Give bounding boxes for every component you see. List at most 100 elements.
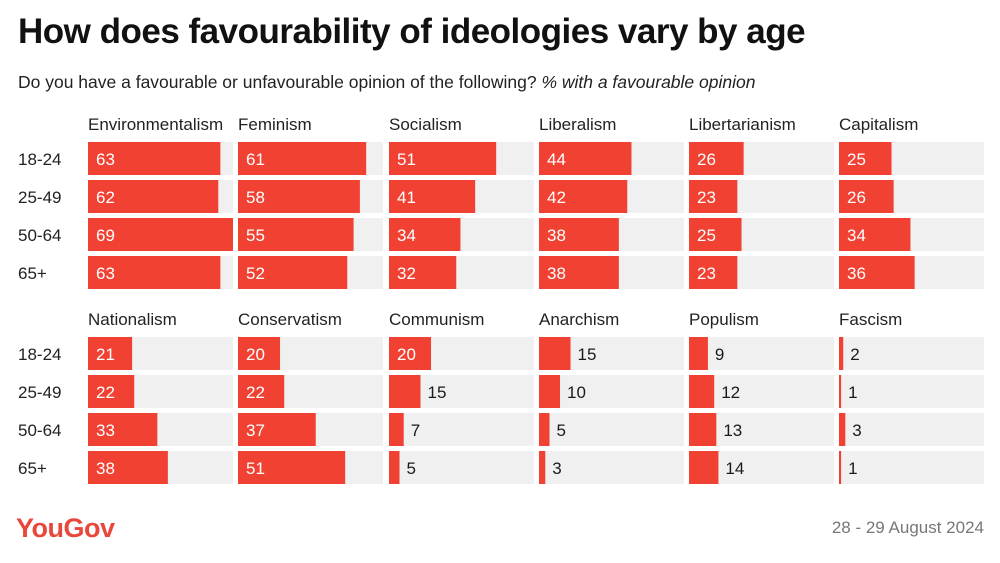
age-label-25-49: 25-49 [18,188,61,207]
bar-communism-65 [389,451,400,484]
panel-title-socialism: Socialism [389,115,462,134]
data-label-fascism-25-49: 1 [848,383,857,402]
panel-title-capitalism: Capitalism [839,115,918,134]
bar-capitalism-50-64 [839,218,911,251]
data-label-nationalism-50-64: 33 [96,421,115,440]
bar-nationalism-18-24 [88,337,133,370]
data-label-conservatism-50-64: 37 [246,421,265,440]
data-label-libertarianism-65: 23 [697,264,716,283]
panel-title-conservatism: Conservatism [238,310,342,329]
bar-liberalism-65 [539,256,619,289]
bar-feminism-18-24 [238,142,367,175]
age-label-50-64: 50-64 [18,226,61,245]
data-label-capitalism-50-64: 34 [847,226,866,245]
bar-communism-50-64 [389,413,404,446]
data-label-socialism-65: 32 [397,264,416,283]
bar-track-fascism-18-24 [839,337,984,370]
bar-liberalism-18-24 [539,142,632,175]
age-label-18-24: 18-24 [18,150,61,169]
data-label-liberalism-65: 38 [547,264,566,283]
age-label-25-49: 25-49 [18,383,61,402]
age-label-18-24: 18-24 [18,345,61,364]
bar-liberalism-50-64 [539,218,619,251]
bar-fascism-25-49 [839,375,842,408]
data-label-environmentalism-50-64: 69 [96,226,115,245]
data-label-capitalism-18-24: 25 [847,150,866,169]
data-label-socialism-25-49: 41 [397,188,416,207]
yougov-logo: YouGov [16,513,115,543]
bar-anarchism-65 [539,451,546,484]
data-label-conservatism-18-24: 20 [246,345,265,364]
panel-title-populism: Populism [689,310,759,329]
bar-anarchism-18-24 [539,337,571,370]
bar-anarchism-50-64 [539,413,550,446]
bar-anarchism-25-49 [539,375,561,408]
panel-title-libertarianism: Libertarianism [689,115,796,134]
bar-populism-18-24 [689,337,708,370]
data-label-libertarianism-18-24: 26 [697,150,716,169]
data-label-feminism-65: 52 [246,264,265,283]
chart-title: How does favourability of ideologies var… [18,12,806,51]
bar-nationalism-65 [88,451,168,484]
data-label-socialism-18-24: 51 [397,150,416,169]
data-label-feminism-25-49: 58 [246,188,265,207]
data-label-feminism-18-24: 61 [246,150,265,169]
bar-capitalism-18-24 [839,142,892,175]
data-label-fascism-50-64: 3 [852,421,861,440]
bar-track-fascism-65 [839,451,984,484]
bar-environmentalism-50-64 [88,218,233,251]
bar-nationalism-50-64 [88,413,158,446]
panel-title-communism: Communism [389,310,484,329]
data-label-liberalism-25-49: 42 [547,188,566,207]
data-label-capitalism-65: 36 [847,264,866,283]
panel-title-environmentalism: Environmentalism [88,115,223,134]
bar-track-anarchism-50-64 [539,413,684,446]
data-label-populism-25-49: 12 [721,383,740,402]
data-label-environmentalism-65: 63 [96,264,115,283]
panel-title-nationalism: Nationalism [88,310,177,329]
panel-title-feminism: Feminism [238,115,312,134]
bar-environmentalism-65 [88,256,221,289]
bar-capitalism-65 [839,256,915,289]
bar-feminism-25-49 [238,180,360,213]
data-label-conservatism-25-49: 22 [246,383,265,402]
data-label-nationalism-65: 38 [96,459,115,478]
data-label-conservatism-65: 51 [246,459,265,478]
age-label-50-64: 50-64 [18,421,61,440]
data-label-liberalism-18-24: 44 [547,150,566,169]
data-label-nationalism-25-49: 22 [96,383,115,402]
survey-date: 28 - 29 August 2024 [831,518,984,537]
data-label-liberalism-50-64: 38 [547,226,566,245]
bar-libertarianism-18-24 [689,142,744,175]
bar-socialism-18-24 [389,142,497,175]
data-label-anarchism-25-49: 10 [567,383,586,402]
bar-feminism-65 [238,256,348,289]
bar-liberalism-25-49 [539,180,628,213]
bar-track-communism-50-64 [389,413,534,446]
subtitle-question: Do you have a favourable or unfavourable… [18,72,537,92]
age-label-65: 65+ [18,264,47,283]
bar-fascism-18-24 [839,337,844,370]
data-label-libertarianism-25-49: 23 [697,188,716,207]
bar-populism-50-64 [689,413,717,446]
bar-track-fascism-25-49 [839,375,984,408]
data-label-feminism-50-64: 55 [246,226,265,245]
data-label-communism-18-24: 20 [397,345,416,364]
bar-communism-18-24 [389,337,432,370]
data-label-environmentalism-18-24: 63 [96,150,115,169]
data-label-fascism-65: 1 [848,459,857,478]
bar-fascism-50-64 [839,413,846,446]
bar-libertarianism-50-64 [689,218,742,251]
bar-populism-65 [689,451,719,484]
bar-conservatism-25-49 [238,375,285,408]
bar-conservatism-65 [238,451,346,484]
data-label-communism-25-49: 15 [428,383,447,402]
data-label-anarchism-50-64: 5 [557,421,566,440]
bar-track-anarchism-25-49 [539,375,684,408]
data-label-anarchism-18-24: 15 [578,345,597,364]
bar-fascism-65 [839,451,842,484]
data-label-populism-50-64: 13 [723,421,742,440]
bar-nationalism-25-49 [88,375,135,408]
bar-track-communism-65 [389,451,534,484]
